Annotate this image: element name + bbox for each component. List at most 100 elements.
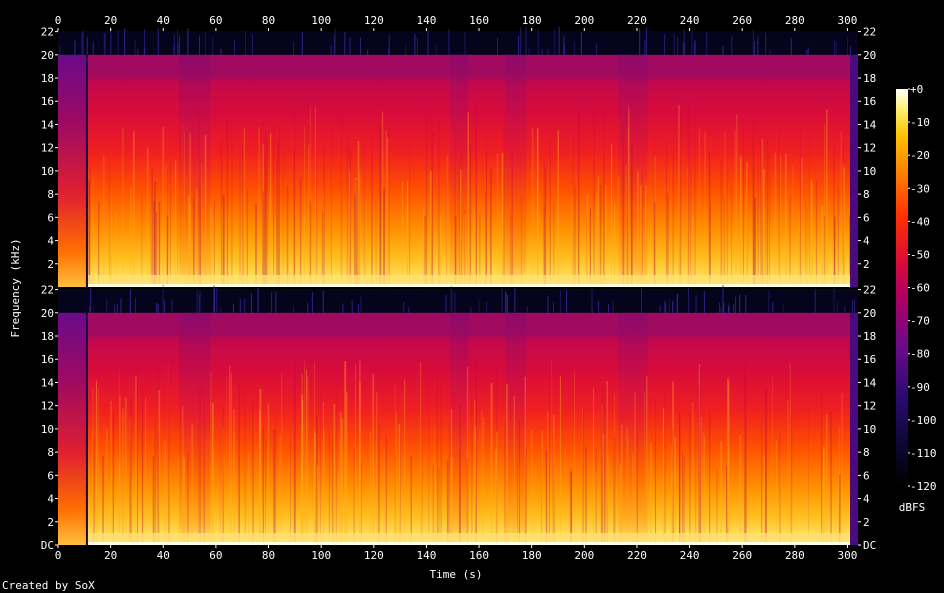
texture-streak [769, 151, 771, 287]
texture-streak [627, 149, 629, 287]
hf-spike [106, 298, 108, 313]
texture-streak [709, 410, 711, 545]
hf-spike [144, 29, 146, 55]
texture-streak [150, 209, 152, 287]
hf-spike [89, 306, 91, 313]
spectrogram-panels [58, 26, 858, 545]
texture-streak [604, 394, 606, 545]
texture-streak [142, 407, 143, 545]
colorbar-tick-label: -20 [910, 149, 930, 162]
hf-spike [232, 304, 234, 313]
texture-streak [466, 458, 469, 545]
texture-streak [294, 105, 296, 287]
texture-streak [248, 452, 250, 545]
texture-streak [842, 164, 845, 287]
texture-streak [799, 128, 801, 287]
hf-spike [117, 30, 119, 55]
texture-streak [166, 215, 169, 287]
hf-spike [244, 298, 246, 313]
texture-streak [451, 457, 453, 545]
y-tick-label: 4 [863, 235, 870, 248]
texture-streak [636, 427, 638, 545]
texture-streak [672, 381, 674, 545]
texture-streak [301, 374, 303, 545]
texture-streak [611, 144, 613, 287]
texture-streak [757, 167, 759, 287]
texture-streak [181, 215, 183, 287]
texture-streak [727, 380, 730, 545]
x-tick-label: 60 [209, 14, 222, 27]
hf-spike [116, 303, 118, 313]
y-tick-label: 20 [863, 49, 876, 62]
texture-streak [375, 200, 377, 287]
x-tick-label: 160 [469, 14, 489, 27]
texture-streak [359, 170, 361, 287]
texture-streak [199, 369, 202, 545]
texture-streak [628, 434, 629, 545]
texture-streak [519, 420, 520, 545]
texture-streak [650, 442, 652, 545]
texture-streak [137, 360, 138, 545]
texture-streak [210, 371, 212, 545]
texture-streak [203, 458, 205, 545]
quiet-section [505, 312, 527, 545]
y-tick-label: 6 [47, 469, 54, 482]
texture-streak [276, 161, 277, 287]
texture-streak [569, 468, 572, 545]
texture-streak [679, 110, 682, 287]
hf-spike [672, 300, 674, 313]
texture-streak [481, 410, 483, 545]
texture-streak [765, 389, 767, 545]
hf-spike [554, 28, 556, 55]
texture-streak [475, 359, 477, 545]
texture-streak [775, 439, 777, 545]
texture-streak [340, 411, 342, 545]
hf-spike [275, 291, 277, 313]
texture-streak [543, 159, 545, 287]
hf-spike [739, 294, 741, 313]
hf-spike [706, 31, 708, 55]
texture-streak [641, 169, 643, 287]
texture-streak [304, 361, 305, 545]
x-tick-label: 160 [469, 549, 489, 562]
texture-streak [655, 395, 656, 545]
texture-streak [95, 380, 97, 545]
texture-streak [401, 181, 403, 287]
texture-streak [499, 211, 501, 287]
hf-spike [234, 40, 235, 55]
hf-spike [86, 37, 88, 55]
texture-streak [692, 215, 694, 287]
hf-spike [486, 302, 488, 313]
hf-spike [682, 41, 684, 55]
texture-streak [599, 184, 602, 287]
y-tick-label: 16 [41, 353, 54, 366]
texture-streak [273, 123, 275, 287]
texture-streak [300, 462, 302, 545]
texture-streak [811, 182, 813, 287]
texture-streak [654, 156, 656, 287]
texture-streak [316, 466, 319, 545]
hf-spike [367, 49, 369, 55]
texture-streak [746, 418, 747, 545]
texture-streak [510, 214, 512, 287]
tail-region [850, 312, 858, 545]
texture-streak [671, 471, 673, 545]
texture-streak [158, 365, 160, 545]
texture-streak [830, 410, 832, 545]
hf-spike [92, 42, 94, 55]
texture-streak [302, 400, 304, 545]
y-tick-label: 10 [41, 165, 54, 178]
hf-spike [220, 48, 222, 55]
texture-streak [843, 167, 845, 287]
y-tick-label: 16 [863, 353, 876, 366]
dc-band [86, 284, 851, 287]
hf-spike [177, 29, 178, 55]
texture-streak [219, 416, 221, 545]
texture-streak [545, 166, 547, 287]
texture-streak [182, 125, 184, 287]
texture-streak [740, 156, 741, 287]
hf-spike [688, 287, 690, 313]
texture-streak [151, 168, 153, 287]
texture-streak [585, 446, 587, 545]
x-tick-label: 180 [522, 14, 542, 27]
